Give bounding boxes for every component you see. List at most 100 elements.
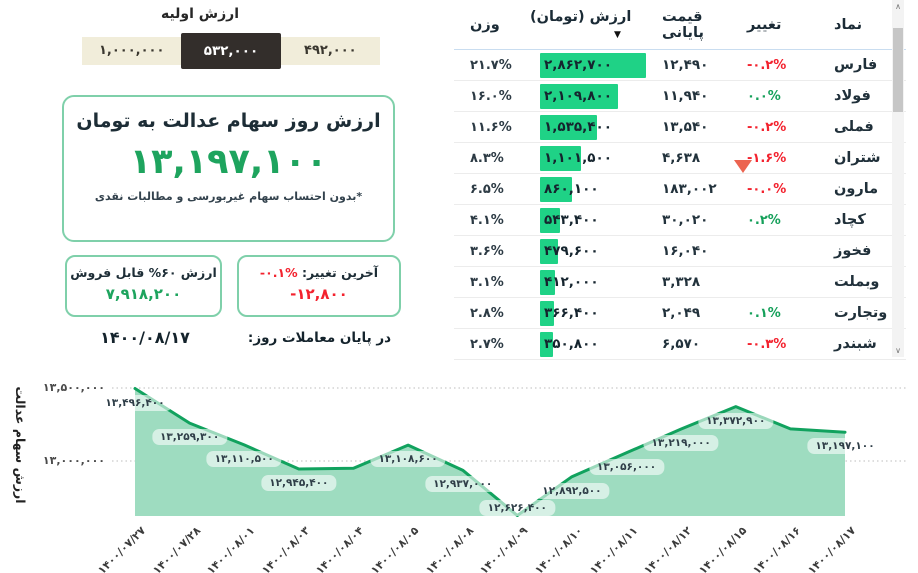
sellable-value-amount: ۷,۹۱۸,۲۰۰ xyxy=(105,285,182,303)
holdings-table: نماد تغییر قیمت پایانی ارزش (تومان) ▼ وز… xyxy=(440,0,906,362)
cell-weight: ۲۱.۷% xyxy=(470,57,512,73)
cell-symbol: فملی xyxy=(834,119,874,135)
cell-weight: ۶.۵% xyxy=(470,181,504,197)
cell-value: ۱,۱۰۱,۵۰۰ xyxy=(530,143,648,173)
point-label-9: ۱۳,۰۵۶,۰۰۰ xyxy=(588,458,665,475)
value-amount: ۴۷۹,۶۰۰ xyxy=(544,243,599,259)
cell-value: ۳۶۶,۴۰۰ xyxy=(530,298,648,328)
initial-value-option-0[interactable]: ۱,۰۰۰,۰۰۰ xyxy=(82,37,182,65)
last-change-amount: -۱۲,۸۰۰ xyxy=(290,285,348,303)
cell-close-price: ۳۰,۰۲۰ xyxy=(662,212,709,228)
value-amount: ۱,۵۳۵,۴۰۰ xyxy=(544,119,612,135)
point-label-7: ۱۲,۶۲۶,۴۰۰ xyxy=(479,499,555,516)
last-change-percent: -۰.۱% xyxy=(259,265,298,280)
table-row-شبندر[interactable]: شبندر -۰.۳% ۶,۵۷۰ ۳۵۰,۸۰۰ ۲.۷% xyxy=(454,329,906,360)
scroll-up-icon[interactable]: ∧ xyxy=(895,2,901,11)
table-row-فملی[interactable]: فملی -۰.۲% ۱۳,۵۴۰ ۱,۵۳۵,۴۰۰ ۱۱.۶% xyxy=(454,112,906,143)
drop-marker-icon xyxy=(734,159,752,173)
initial-value-segmented-control: ۱,۰۰۰,۰۰۰ ۵۳۲,۰۰۰ ۴۹۲,۰۰۰ xyxy=(82,33,380,69)
value-data-bar xyxy=(540,239,558,264)
sellable-value-card: ارزش ۶۰% قابل فروش ۷,۹۱۸,۲۰۰ xyxy=(65,255,222,317)
point-label-8: ۱۲,۸۹۲,۵۰۰ xyxy=(534,482,610,499)
sellable-value-title: ارزش ۶۰% قابل فروش xyxy=(70,265,217,280)
cell-symbol: کچاد xyxy=(834,212,866,228)
chart-line xyxy=(133,387,847,517)
y-tick-13500000: ۱۳,۵۰۰,۰۰۰ xyxy=(42,381,105,394)
initial-value-title: ارزش اولیه xyxy=(160,6,240,22)
table-row-فارس[interactable]: فارس -۰.۲% ۱۲,۴۹۰ ۲,۸۶۲,۷۰۰ ۲۱.۷% xyxy=(454,50,906,81)
table-row-وبملت[interactable]: وبملت ۳,۳۲۸ ۴۱۲,۰۰۰ ۳.۱% xyxy=(454,267,906,298)
point-label-1: ۱۳,۲۵۹,۳۰۰ xyxy=(151,429,228,446)
current-value-footnote: *بدون احتساب سهام غیربورسی و مطالبات نقد… xyxy=(94,190,363,203)
cell-change: -۰.۰% xyxy=(747,181,787,197)
last-change-label: آخرین تغییر: xyxy=(302,265,379,280)
cell-close-price: ۱۱,۹۴۰ xyxy=(662,88,709,104)
value-data-bar xyxy=(540,270,555,295)
cell-close-price: ۶,۵۷۰ xyxy=(662,336,701,352)
cell-close-price: ۳,۳۲۸ xyxy=(662,274,701,290)
header-symbol: نماد xyxy=(834,16,863,33)
value-data-bar xyxy=(540,301,554,326)
cell-weight: ۸.۳% xyxy=(470,150,504,166)
value-data-bar xyxy=(540,146,581,171)
header-value-label: ارزش (تومان) xyxy=(530,9,632,25)
cell-close-price: ۱۶,۰۴۰ xyxy=(662,243,709,259)
last-change-card: آخرین تغییر: -۰.۱% -۱۲,۸۰۰ xyxy=(237,255,401,317)
cell-close-price: ۱۳,۵۴۰ xyxy=(662,119,709,135)
cell-change: -۱.۶% xyxy=(732,151,820,173)
value-history-chart: ارزش سهام عدالت ۱۳,۵۰۰,۰۰۰ ۱۳,۰۰۰,۰۰۰ ۱۳… xyxy=(0,370,918,573)
table-row-وتجارت[interactable]: وتجارت ۰.۱% ۲,۰۴۹ ۳۶۶,۴۰۰ ۲.۸% xyxy=(454,298,906,329)
table-row-شتران[interactable]: شتران -۱.۶% ۴,۶۳۸ ۱,۱۰۱,۵۰۰ ۸.۳% xyxy=(454,143,906,174)
table-row-مارون[interactable]: مارون -۰.۰% ۱۸۳,۰۰۲ ۸۶۰,۱۰۰ ۶.۵% xyxy=(454,174,906,205)
cell-change: -۰.۳% xyxy=(747,336,787,352)
header-change: تغییر xyxy=(747,16,782,33)
value-data-bar xyxy=(540,53,646,78)
table-row-فولاد[interactable]: فولاد ۰.۰% ۱۱,۹۴۰ ۲,۱۰۹,۸۰۰ ۱۶.۰% xyxy=(454,81,906,112)
cell-symbol: شبندر xyxy=(834,336,877,352)
cell-value: ۲,۸۶۲,۷۰۰ xyxy=(530,50,648,80)
header-value[interactable]: ارزش (تومان) ▼ xyxy=(530,0,648,49)
cell-close-price: ۱۲,۴۹۰ xyxy=(662,57,709,73)
cell-weight: ۴.۱% xyxy=(470,212,504,228)
current-value-card: ارزش روز سهام عدالت به تومان ۱۳,۱۹۷,۱۰۰ … xyxy=(62,95,395,242)
value-amount: ۱,۱۰۱,۵۰۰ xyxy=(544,150,612,166)
cell-weight: ۱۱.۶% xyxy=(470,119,512,135)
table-scrollbar[interactable]: ∧ ∨ xyxy=(892,0,904,357)
cell-weight: ۲.۷% xyxy=(470,336,504,352)
cell-symbol: مارون xyxy=(834,181,879,197)
cell-value: ۴۱۲,۰۰۰ xyxy=(530,267,648,297)
value-amount: ۲,۸۶۲,۷۰۰ xyxy=(544,57,612,73)
value-amount: ۴۱۲,۰۰۰ xyxy=(544,274,599,290)
sort-desc-icon[interactable]: ▼ xyxy=(614,30,621,40)
initial-value-option-1-selected[interactable]: ۵۳۲,۰۰۰ xyxy=(181,33,281,69)
cell-symbol: فولاد xyxy=(834,88,871,104)
value-data-bar xyxy=(540,84,618,109)
cell-symbol: فخوز xyxy=(834,243,872,259)
value-amount: ۸۶۰,۱۰۰ xyxy=(544,181,599,197)
cell-value: ۱,۵۳۵,۴۰۰ xyxy=(530,112,648,142)
cell-change: ۰.۰% xyxy=(747,88,781,104)
header-weight: وزن xyxy=(470,16,500,33)
chart-y-axis-title: ارزش سهام عدالت xyxy=(13,386,28,504)
cell-weight: ۱۶.۰% xyxy=(470,88,512,104)
point-label-13: ۱۳,۱۹۷,۱۰۰ xyxy=(807,438,883,455)
end-of-day-caption: در پایان معاملات روز: xyxy=(247,330,392,346)
value-amount: ۲,۱۰۹,۸۰۰ xyxy=(544,88,612,104)
cell-symbol: شتران xyxy=(834,150,881,166)
cell-change: ۰.۱% xyxy=(747,305,781,321)
scrollbar-thumb[interactable] xyxy=(893,28,903,112)
value-data-bar xyxy=(540,115,597,140)
table-row-فخوز[interactable]: فخوز ۱۶,۰۴۰ ۴۷۹,۶۰۰ ۳.۶% xyxy=(454,236,906,267)
y-tick-13000000: ۱۳,۰۰۰,۰۰۰ xyxy=(42,454,105,467)
cell-symbol: فارس xyxy=(834,57,878,73)
header-close-price: قیمت پایانی xyxy=(662,8,704,41)
initial-value-option-2[interactable]: ۴۹۲,۰۰۰ xyxy=(280,37,380,65)
last-change-line: آخرین تغییر: -۰.۱% xyxy=(239,265,399,280)
table-row-کچاد[interactable]: کچاد ۰.۲% ۳۰,۰۲۰ ۵۴۳,۴۰۰ ۴.۱% xyxy=(454,205,906,236)
cell-weight: ۲.۸% xyxy=(470,305,504,321)
current-value-amount: ۱۳,۱۹۷,۱۰۰ xyxy=(129,142,328,182)
value-amount: ۳۵۰,۸۰۰ xyxy=(544,336,599,352)
value-amount: ۳۶۶,۴۰۰ xyxy=(544,305,599,321)
cell-change: -۰.۲% xyxy=(747,57,787,73)
scroll-down-icon[interactable]: ∨ xyxy=(895,346,901,355)
